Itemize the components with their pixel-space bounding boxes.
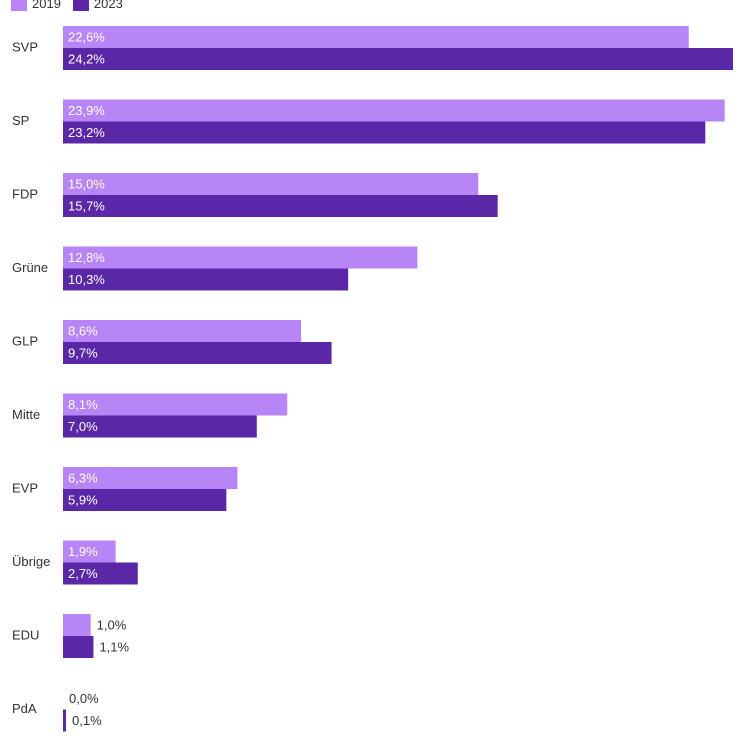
legend-label-2019: 2019 <box>32 0 61 11</box>
category-label: EDU <box>12 627 39 642</box>
bar-2019-mitte <box>63 393 288 416</box>
legend-label-2023: 2023 <box>93 0 123 11</box>
data-label: 23,2% <box>68 125 105 140</box>
bar-2023-evp <box>63 489 227 511</box>
bar-2019-grüne <box>63 246 418 269</box>
bar-2023-sp <box>63 121 706 144</box>
data-label: 8,1% <box>68 397 98 412</box>
data-label: 15,7% <box>68 198 105 213</box>
bar-2023-übrige <box>63 562 138 585</box>
data-label: 0,1% <box>72 713 102 728</box>
category-label: PdA <box>12 701 37 716</box>
category-label: EVP <box>12 480 38 495</box>
data-label: 1,9% <box>68 544 98 559</box>
legend-swatch-2019 <box>11 0 27 11</box>
bar-2023-svp <box>63 48 733 70</box>
bar-2019-edu <box>63 614 91 636</box>
category-label: Übrige <box>12 554 50 569</box>
data-label: 2,7% <box>68 566 98 581</box>
bar-2019-sp <box>63 99 725 122</box>
bar-2023-mitte <box>63 415 257 438</box>
bar-2019-fdp <box>63 173 479 195</box>
bar-2019-glp <box>63 320 302 342</box>
data-label: 0,0% <box>69 691 99 706</box>
bar-2023-edu <box>63 636 94 658</box>
data-label: 12,8% <box>68 250 105 265</box>
data-label: 6,3% <box>68 470 98 485</box>
data-label: 24,2% <box>68 51 105 66</box>
data-label: 1,1% <box>99 639 129 654</box>
data-label: 1,0% <box>97 617 127 632</box>
legend-item-2019: 2019 <box>11 0 61 11</box>
data-label: 22,6% <box>68 29 105 44</box>
data-label: 10,3% <box>68 272 105 287</box>
category-label: GLP <box>12 333 38 348</box>
data-label: 9,7% <box>68 345 98 360</box>
data-label: 7,0% <box>68 419 98 434</box>
category-label: FDP <box>12 186 38 201</box>
bar-2019-übrige <box>63 540 116 563</box>
category-label: Grüne <box>12 260 48 275</box>
bar-2023-grüne <box>63 268 349 291</box>
legend-item-2023: 2023 <box>72 0 123 11</box>
chart-legend: 2019 2023 <box>11 0 135 11</box>
data-label: 5,9% <box>68 492 98 507</box>
bar-2023-fdp <box>63 195 498 217</box>
data-label: 8,6% <box>68 323 98 338</box>
bar-2019-svp <box>63 26 689 48</box>
bar-2019-evp <box>63 467 238 489</box>
data-label: 15,0% <box>68 176 105 191</box>
bar-2023-pda <box>63 709 66 732</box>
legend-swatch-2023 <box>72 0 89 11</box>
category-label: Mitte <box>12 407 40 422</box>
data-label: 23,9% <box>68 103 105 118</box>
bar-2023-glp <box>63 342 332 364</box>
category-label: SP <box>12 113 29 128</box>
category-label: SVP <box>12 39 38 54</box>
